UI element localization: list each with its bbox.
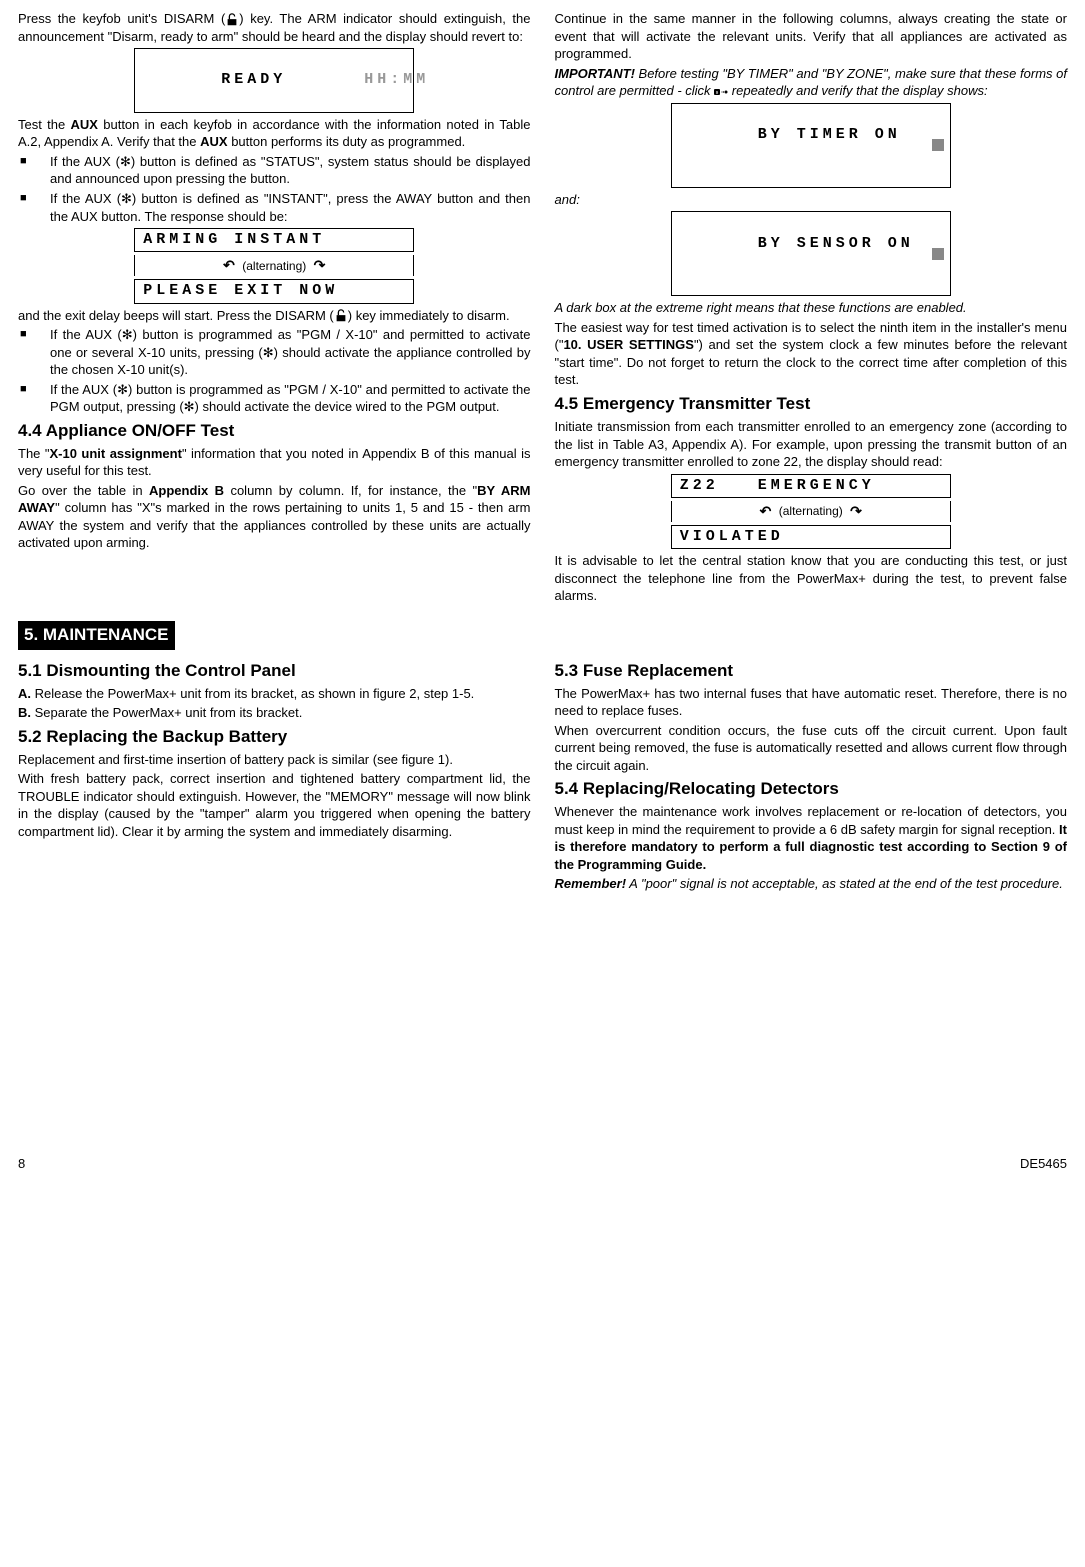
page-footer: 8 DE5465 <box>18 1155 1067 1173</box>
heading-4-4: 4.4 Appliance ON/OFF Test <box>18 420 531 443</box>
key-button-icon: 9 <box>714 85 728 99</box>
italic-text: A "poor" signal is not acceptable, as st… <box>626 876 1063 891</box>
unlock-icon <box>225 13 239 27</box>
bold-x10: X-10 unit assignment <box>49 446 181 461</box>
para-continue: Continue in the same manner in the follo… <box>555 10 1068 63</box>
arrow-cw-icon: ↷ <box>314 257 326 273</box>
step-b: B. Separate the PowerMax+ unit from its … <box>18 704 531 722</box>
unlock-icon <box>334 309 348 323</box>
text: and the exit delay beeps will start. Pre… <box>18 308 334 323</box>
para-5-3-a: The PowerMax+ has two internal fuses tha… <box>555 685 1068 720</box>
lcd-z22: Z22 EMERGENCY <box>671 474 951 498</box>
text: Go over the table in <box>18 483 149 498</box>
remember-label: Remember! <box>555 876 627 891</box>
lcd-ready: READY HH:MM <box>134 48 414 113</box>
step-label: B. <box>18 705 31 720</box>
right-column: Continue in the same manner in the follo… <box>555 8 1068 607</box>
text: Whenever the maintenance work involves r… <box>555 804 1068 837</box>
lcd-by-sensor: BY SENSOR ON <box>671 211 951 296</box>
para-5-3-b: When overcurrent condition occurs, the f… <box>555 722 1068 775</box>
alternating-label: (alternating) <box>242 259 306 273</box>
para-aux-test: Test the AUX button in each keyfob in ac… <box>18 116 531 151</box>
para-5-2-b: With fresh battery pack, correct inserti… <box>18 770 531 840</box>
para-dark-box: A dark box at the extreme right means th… <box>555 299 1068 317</box>
text: " column has "X"s marked in the rows per… <box>18 500 531 550</box>
bold-appendix-b: Appendix B <box>149 483 224 498</box>
enabled-square-icon <box>932 139 944 151</box>
step-label: A. <box>18 686 31 701</box>
lcd-text: READY <box>221 71 286 88</box>
page-number: 8 <box>18 1156 25 1171</box>
lcd-time: HH:MM <box>364 71 429 88</box>
para-important: IMPORTANT! Before testing "BY TIMER" and… <box>555 65 1068 100</box>
heading-5-3: 5.3 Fuse Replacement <box>555 660 1068 683</box>
heading-5-maintenance: 5. MAINTENANCE <box>18 621 175 650</box>
arrow-cw-icon: ↷ <box>850 503 862 519</box>
text: button performs its duty as programmed. <box>228 134 466 149</box>
text: Separate the PowerMax+ unit from its bra… <box>31 705 302 720</box>
heading-5-4: 5.4 Replacing/Relocating Detectors <box>555 778 1068 801</box>
para-4-5: Initiate transmission from each transmit… <box>555 418 1068 471</box>
text: column by column. If, for instance, the … <box>224 483 477 498</box>
italic-text: repeatedly and verify that the display s… <box>728 83 987 98</box>
list-item: If the AUX (✻) button is programmed as "… <box>18 326 531 379</box>
lcd-text: BY TIMER ON <box>758 126 901 143</box>
text: The " <box>18 446 49 461</box>
italic-and: and: <box>555 192 580 207</box>
left-column: Press the keyfob unit's DISARM () key. T… <box>18 8 531 607</box>
alternating-row: ↶ (alternating) ↷ <box>134 255 414 276</box>
document-id: DE5465 <box>1020 1155 1067 1173</box>
arrow-ccw-icon: ↶ <box>223 257 235 273</box>
lcd-arming-instant: ARMING INSTANT <box>134 228 414 252</box>
para-5-4-b: Remember! A "poor" signal is not accepta… <box>555 875 1068 893</box>
bold-user-settings: 10. USER SETTINGS <box>563 337 693 352</box>
step-a: A. Release the PowerMax+ unit from its b… <box>18 685 531 703</box>
bullet-list-2: If the AUX (✻) button is programmed as "… <box>18 326 531 416</box>
alternating-label: (alternating) <box>779 504 843 518</box>
italic-text: A dark box at the extreme right means th… <box>555 300 967 315</box>
important-label: IMPORTANT! <box>555 66 635 81</box>
lcd-please-exit: PLEASE EXIT NOW <box>134 279 414 303</box>
upper-two-column: Press the keyfob unit's DISARM () key. T… <box>18 8 1067 607</box>
list-item: If the AUX (✻) button is defined as "INS… <box>18 190 531 225</box>
para-5-4-a: Whenever the maintenance work involves r… <box>555 803 1068 873</box>
text: Release the PowerMax+ unit from its brac… <box>31 686 474 701</box>
bold-aux1: AUX <box>71 117 98 132</box>
bold-aux2: AUX <box>200 134 227 149</box>
lcd-text: BY SENSOR ON <box>758 235 914 252</box>
arrow-ccw-icon: ↶ <box>760 503 772 519</box>
para-exit-delay: and the exit delay beeps will start. Pre… <box>18 307 531 325</box>
maint-right-column: 5.3 Fuse Replacement The PowerMax+ has t… <box>555 656 1068 895</box>
bullet-list-1: If the AUX (✻) button is defined as "STA… <box>18 153 531 225</box>
para-4-4-b: Go over the table in Appendix B column b… <box>18 482 531 552</box>
list-item: If the AUX (✻) button is programmed as "… <box>18 381 531 416</box>
list-item: If the AUX (✻) button is defined as "STA… <box>18 153 531 188</box>
text: ) key immediately to disarm. <box>348 308 510 323</box>
and-label: and: <box>555 191 1068 209</box>
text: Press the keyfob unit's DISARM ( <box>18 11 225 26</box>
para-easiest-way: The easiest way for test timed activatio… <box>555 319 1068 389</box>
heading-5-1: 5.1 Dismounting the Control Panel <box>18 660 531 683</box>
para-disarm-key: Press the keyfob unit's DISARM () key. T… <box>18 10 531 45</box>
lcd-by-timer: BY TIMER ON <box>671 103 951 188</box>
para-4-4-a: The "X-10 unit assignment" information t… <box>18 445 531 480</box>
text: Test the <box>18 117 71 132</box>
maintenance-two-column: 5.1 Dismounting the Control Panel A. Rel… <box>18 656 1067 895</box>
alternating-row-2: ↶ (alternating) ↷ <box>671 501 951 522</box>
enabled-square-icon <box>932 248 944 260</box>
para-4-5-b: It is advisable to let the central stati… <box>555 552 1068 605</box>
lcd-violated: VIOLATED <box>671 525 951 549</box>
maint-left-column: 5.1 Dismounting the Control Panel A. Rel… <box>18 656 531 895</box>
para-5-2-a: Replacement and first-time insertion of … <box>18 751 531 769</box>
heading-5-2: 5.2 Replacing the Backup Battery <box>18 726 531 749</box>
heading-4-5: 4.5 Emergency Transmitter Test <box>555 393 1068 416</box>
